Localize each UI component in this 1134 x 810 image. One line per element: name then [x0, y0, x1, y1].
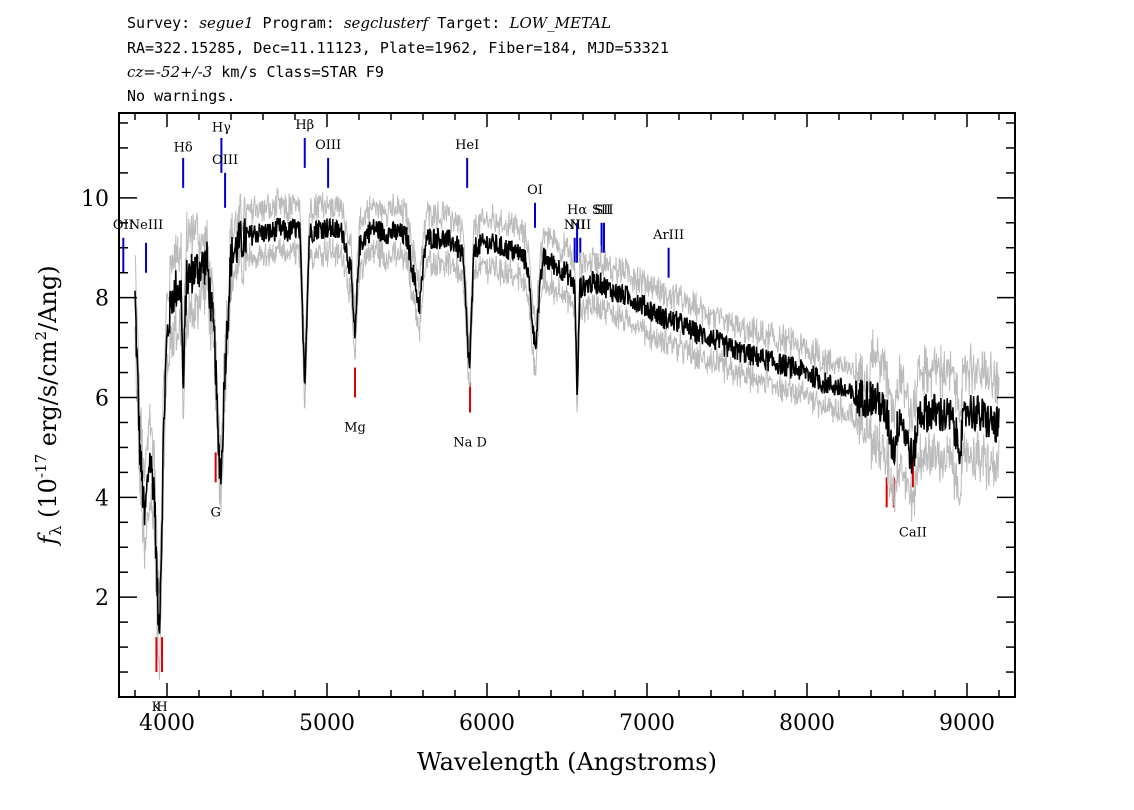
line-marker-label: K [152, 700, 162, 715]
line-marker-label: OIII [315, 138, 341, 153]
line-marker-label: NeIII [129, 218, 163, 233]
error-band-lower [134, 236, 1000, 681]
program-label: Program: [262, 14, 335, 32]
x-axis-label: Wavelength (Angstroms) [417, 748, 717, 776]
cz-label: cz= [127, 63, 156, 81]
x-axis-ticks: 4000 5000 6000 7000 8000 9000 [134, 113, 1000, 736]
y-axis-label-sub: λ [46, 526, 65, 536]
line-marker-label: Hβ [295, 118, 314, 133]
y-axis-label-exp2: 2 [32, 331, 50, 341]
y-tick-label: 6 [95, 387, 109, 412]
line-marker-label: Hδ [174, 140, 193, 155]
survey-label: Survey: [127, 14, 191, 32]
y-axis-ticks: 2 4 6 8 10 [81, 122, 1015, 673]
line-marker-label: Hα [567, 203, 587, 218]
x-tick-label: 5000 [299, 711, 355, 736]
plot-frame [118, 112, 1016, 698]
line-marker-label: Hγ [212, 120, 231, 135]
line-marker-label: OIII [212, 153, 238, 168]
line-marker-label: Na D [453, 435, 487, 450]
line-marker-label: H [156, 700, 167, 715]
header-line-3: cz=-52+/-3 km/s Class=STAR F9 [127, 61, 384, 83]
y-axis-label-exp: -17 [32, 454, 50, 478]
spectrum-series [134, 187, 1000, 681]
x-tick-label: 7000 [619, 711, 675, 736]
header-line-2: RA=322.15285, Dec=11.11123, Plate=1962, … [127, 39, 669, 57]
header-line-1: Survey: segue1 Program: segclusterf Targ… [127, 12, 611, 34]
target-value: LOW_METAL [509, 14, 611, 32]
line-marker-label: ArIII [652, 228, 684, 243]
line-marker-label: G [210, 505, 220, 520]
y-tick-label: 2 [95, 586, 109, 611]
line-marker-label: OI [527, 183, 543, 198]
y-tick-label: 4 [95, 486, 109, 511]
header-line-4: No warnings. [127, 87, 236, 105]
line-marker-label: CaII [899, 525, 927, 540]
y-axis-label-end: /Ang) [34, 265, 62, 331]
line-marker-label: Mg [344, 420, 366, 435]
line-marker-label: NII [569, 218, 591, 233]
cz-value: -52+/-3 [155, 63, 213, 81]
cz-rest: km/s Class=STAR F9 [212, 63, 384, 81]
line-marker-label: HeI [455, 138, 479, 153]
y-tick-label: 8 [95, 287, 109, 312]
y-tick-label: 10 [81, 187, 109, 212]
x-tick-label: 9000 [939, 711, 995, 736]
line-marker-label: NII [564, 218, 586, 233]
target-label: Target: [437, 14, 501, 32]
x-tick-label: 6000 [459, 711, 515, 736]
x-tick-label: 4000 [139, 711, 195, 736]
y-axis-label-main: (10 [34, 478, 62, 526]
x-tick-label: 8000 [779, 711, 835, 736]
line-marker-label: SII [592, 203, 611, 218]
survey-value: segue1 [199, 14, 254, 32]
line-marker-label: SII [594, 203, 613, 218]
program-value: segclusterf [343, 14, 429, 32]
y-axis-label: fλ (10-17 erg/s/cm2/Ang) [32, 265, 65, 546]
spectrum-line [134, 217, 1000, 634]
y-axis-label-rest: erg/s/cm [34, 340, 62, 454]
error-band-upper [134, 187, 1000, 596]
